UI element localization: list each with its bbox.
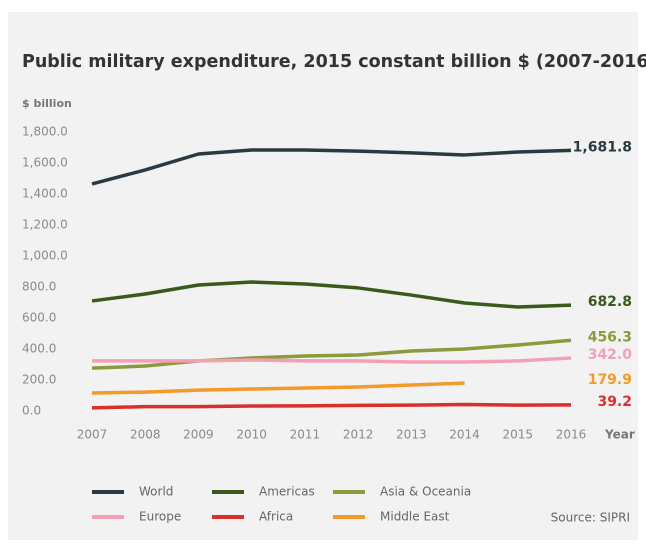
- y-tick-label: 600.0: [22, 311, 56, 325]
- series-line: [92, 356, 572, 364]
- y-tick-label: 1,800.0: [22, 125, 68, 139]
- legend-label: Americas: [259, 485, 315, 499]
- y-tick-label: 800.0: [22, 280, 56, 294]
- y-tick-label: 0.0: [22, 404, 41, 418]
- y-axis-label: $ billion: [22, 97, 72, 110]
- data-label: 682.8: [588, 294, 632, 310]
- series-line: [91, 338, 572, 370]
- x-axis-label: Year: [604, 428, 635, 442]
- series-line: [91, 148, 572, 186]
- y-tick-label: 1,400.0: [22, 187, 68, 201]
- x-tick-label: 2014: [449, 428, 480, 442]
- y-tick-label: 1,000.0: [22, 249, 68, 263]
- series-line: [91, 280, 572, 309]
- data-label: 342.0: [588, 347, 633, 363]
- data-label: 179.9: [588, 372, 632, 388]
- series-line: [91, 402, 572, 410]
- card: [8, 12, 638, 540]
- x-tick-label: 2009: [183, 428, 214, 442]
- legend-label: World: [139, 485, 173, 499]
- x-tick-label: 2008: [130, 428, 161, 442]
- y-tick-label: 400.0: [22, 342, 56, 356]
- legend-label: Europe: [139, 510, 181, 524]
- x-tick-label: 2015: [503, 428, 534, 442]
- y-tick-label: 1,200.0: [22, 218, 68, 232]
- x-tick-label: 2011: [290, 428, 321, 442]
- x-tick-label: 2010: [236, 428, 267, 442]
- chart-title: Public military expenditure, 2015 consta…: [22, 52, 646, 72]
- x-tick-label: 2012: [343, 428, 374, 442]
- data-label: 1,681.8: [573, 139, 632, 155]
- x-tick-label: 2007: [77, 428, 108, 442]
- legend-label: Asia & Oceania: [380, 485, 471, 499]
- legend-label: Middle East: [380, 510, 450, 524]
- source: Source: SIPRI: [551, 511, 630, 525]
- x-tick-label: 2016: [556, 428, 587, 442]
- legend-label: Africa: [259, 510, 293, 524]
- x-tick-label: 2013: [396, 428, 427, 442]
- data-label: 39.2: [597, 394, 632, 410]
- data-label: 456.3: [588, 329, 632, 345]
- series-line: [91, 381, 465, 395]
- y-tick-label: 1,600.0: [22, 156, 68, 170]
- y-tick-label: 200.0: [22, 373, 56, 387]
